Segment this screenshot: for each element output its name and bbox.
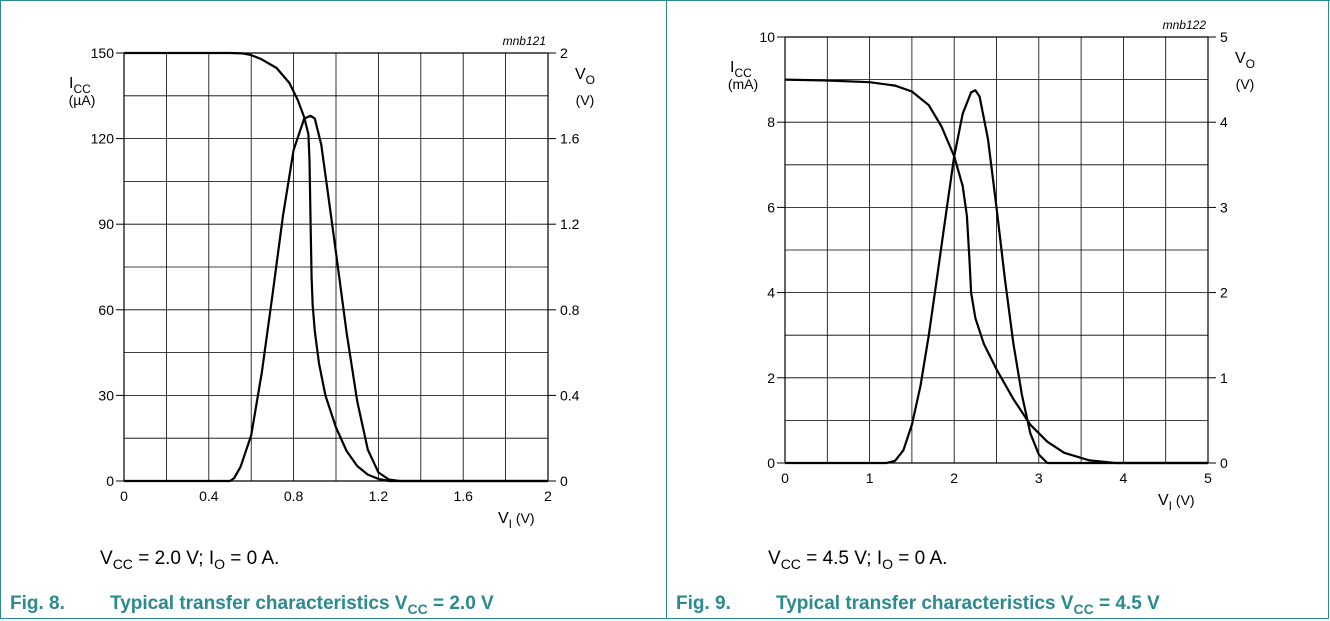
left-tick-label: 8	[767, 114, 775, 130]
right-tick-label: 3	[1220, 199, 1228, 215]
transfer-chart-vcc-4-5v: 0 1 2 3 4 50246810012345mnb122ICC(mA)VO(V)VI …	[728, 18, 1255, 513]
figure-code: mnb122	[1163, 18, 1207, 32]
figure-code: mnb121	[503, 34, 546, 48]
right-tick-label: 0	[560, 473, 568, 489]
vo-curve	[124, 51, 548, 483]
x-tick-label: 1.2	[369, 488, 389, 504]
right-axis-unit: (V)	[576, 92, 595, 108]
x-axis-label: VI (V)	[498, 510, 535, 531]
condition-text: VCC = 4.5 V; IO = 0 A.	[768, 548, 948, 572]
x-axis-label: VI (V)	[1158, 492, 1195, 513]
left-tick-label: 30	[98, 387, 114, 403]
vo-curve	[784, 78, 1208, 465]
figure-frame-left	[0, 0, 666, 619]
right-tick-label: 2	[1220, 285, 1228, 301]
right-tick-label: 5	[1220, 29, 1228, 45]
left-tick-label: 10	[759, 29, 775, 45]
left-tick-label: 0	[767, 455, 775, 471]
transfer-chart-vcc-2v: 0 0.4 0.8 1.2 1.6 2030609012015000.40.81.21.6…	[69, 34, 595, 531]
figure-number: Fig. 9.	[676, 593, 731, 614]
right-tick-label: 4	[1220, 114, 1228, 130]
left-tick-label: 90	[98, 216, 114, 232]
x-tick-label: 0.8	[284, 488, 304, 504]
left-tick-label: 60	[98, 302, 114, 318]
left-tick-label: 0	[106, 473, 114, 489]
x-tick-label: 0.4	[199, 488, 219, 504]
figure-title-post: = 2.0 V	[427, 593, 494, 614]
left-axis-unit: (mA)	[728, 76, 758, 92]
left-tick-label: 2	[767, 370, 775, 386]
x-tick-label: 1	[866, 470, 874, 486]
icc-curve	[124, 114, 548, 483]
left-tick-label: 120	[91, 131, 115, 147]
figure-caption: Fig. 9. Typical transfer characteristics …	[676, 593, 1160, 617]
right-tick-label: 0.4	[560, 387, 580, 403]
right-tick-label: 0	[1220, 455, 1228, 471]
figure-title-pre: Typical transfer characteristics V	[110, 593, 408, 614]
right-axis-unit: (V)	[1236, 76, 1255, 92]
icc-curve	[785, 89, 1208, 465]
figure-frame-right	[666, 0, 1329, 619]
left-tick-label: 150	[91, 45, 115, 61]
left-axis-unit: (µA)	[69, 92, 96, 108]
figure-8-panel: 0 0.4 0.8 1.2 1.6 2 0 30 60 90 120 150 0 0.4 0.8 1.2 1.6…	[0, 0, 664, 619]
right-axis-label: VO	[575, 66, 595, 87]
left-tick-label: 6	[767, 199, 775, 215]
x-tick-label: 0	[781, 470, 789, 486]
right-axis-label: VO	[1235, 50, 1255, 71]
top-border	[0, 0, 1330, 1]
x-tick-label: 0	[120, 488, 128, 504]
right-tick-label: 1.2	[560, 216, 580, 232]
right-tick-label: 0.8	[560, 302, 580, 318]
left-axis-label: ICC	[730, 59, 752, 80]
left-axis-label: ICC	[69, 75, 91, 96]
figure-number: Fig. 8.	[10, 593, 65, 614]
x-tick-label: 1.6	[453, 488, 473, 504]
figure-9-panel: 0 1 2 3 4 5 0 2 4 6 8 10 0 1 2 3 4 5 mnb122 ICC (mA) VO (V) VI …	[666, 0, 1330, 619]
x-tick-label: 4	[1120, 470, 1128, 486]
x-tick-label: 5	[1204, 470, 1212, 486]
left-tick-label: 4	[767, 285, 775, 301]
condition-text: VCC = 2.0 V; IO = 0 A.	[100, 548, 280, 572]
figure-title-post: = 4.5 V	[1093, 593, 1160, 614]
x-tick-label: 2	[544, 488, 552, 504]
x-tick-label: 2	[950, 470, 958, 486]
right-tick-label: 1.6	[560, 131, 580, 147]
right-tick-label: 2	[560, 45, 568, 61]
figure-caption: Fig. 8. Typical transfer characteristics …	[10, 593, 494, 617]
right-tick-label: 1	[1220, 370, 1228, 386]
x-tick-label: 3	[1035, 470, 1043, 486]
figure-title-pre: Typical transfer characteristics V	[776, 593, 1074, 614]
